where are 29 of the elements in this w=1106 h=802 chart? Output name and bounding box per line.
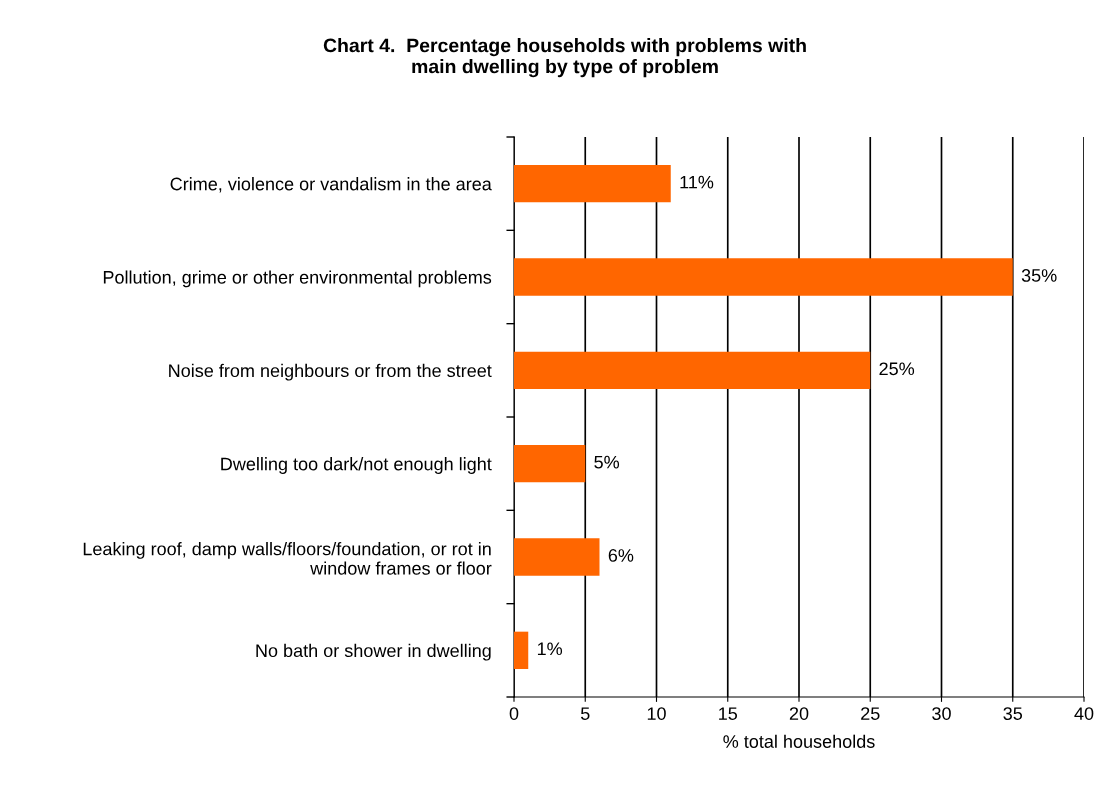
y-tick-label: Crime, violence or vandalism in the area bbox=[170, 177, 492, 193]
y-tick-label: Leaking roof, damp walls/floors/foundation, or rot in window frames or floor bbox=[83, 542, 492, 575]
data-label: 1% bbox=[537, 642, 563, 656]
x-tick-label: 0 bbox=[509, 707, 519, 720]
y-tick-label: Pollution, grime or other environmental problems bbox=[103, 270, 492, 288]
bar bbox=[514, 631, 529, 669]
bar bbox=[514, 351, 871, 389]
data-label: 6% bbox=[608, 549, 634, 562]
x-tick-label: 15 bbox=[719, 707, 738, 720]
y-tick-label: Noise from neighbours or from the street bbox=[169, 363, 492, 381]
x-tick-label: 25 bbox=[861, 707, 880, 720]
x-tick-label: 35 bbox=[1003, 707, 1023, 720]
y-tick-label: Dwelling too dark/not enough light bbox=[221, 457, 492, 474]
bar bbox=[514, 445, 586, 483]
data-label: 5% bbox=[594, 455, 620, 469]
x-tick-label: 40 bbox=[1074, 707, 1094, 720]
y-tick-label: No bath or shower in dwelling bbox=[256, 643, 491, 661]
x-axis-title: % total households bbox=[723, 734, 875, 748]
data-label: 11% bbox=[680, 175, 714, 189]
x-tick-label: 30 bbox=[932, 707, 951, 720]
bar bbox=[514, 165, 671, 203]
data-label: 35% bbox=[1021, 269, 1057, 282]
bar bbox=[514, 258, 1013, 296]
chart-title: Chart 4. Percentage households with problems with main dwelling by type of problem bbox=[323, 38, 806, 78]
x-tick-label: 5 bbox=[580, 707, 590, 720]
bar bbox=[514, 538, 600, 576]
x-tick-label: 20 bbox=[789, 707, 809, 720]
data-label: 25% bbox=[879, 362, 915, 376]
x-tick-label: 10 bbox=[647, 707, 666, 720]
